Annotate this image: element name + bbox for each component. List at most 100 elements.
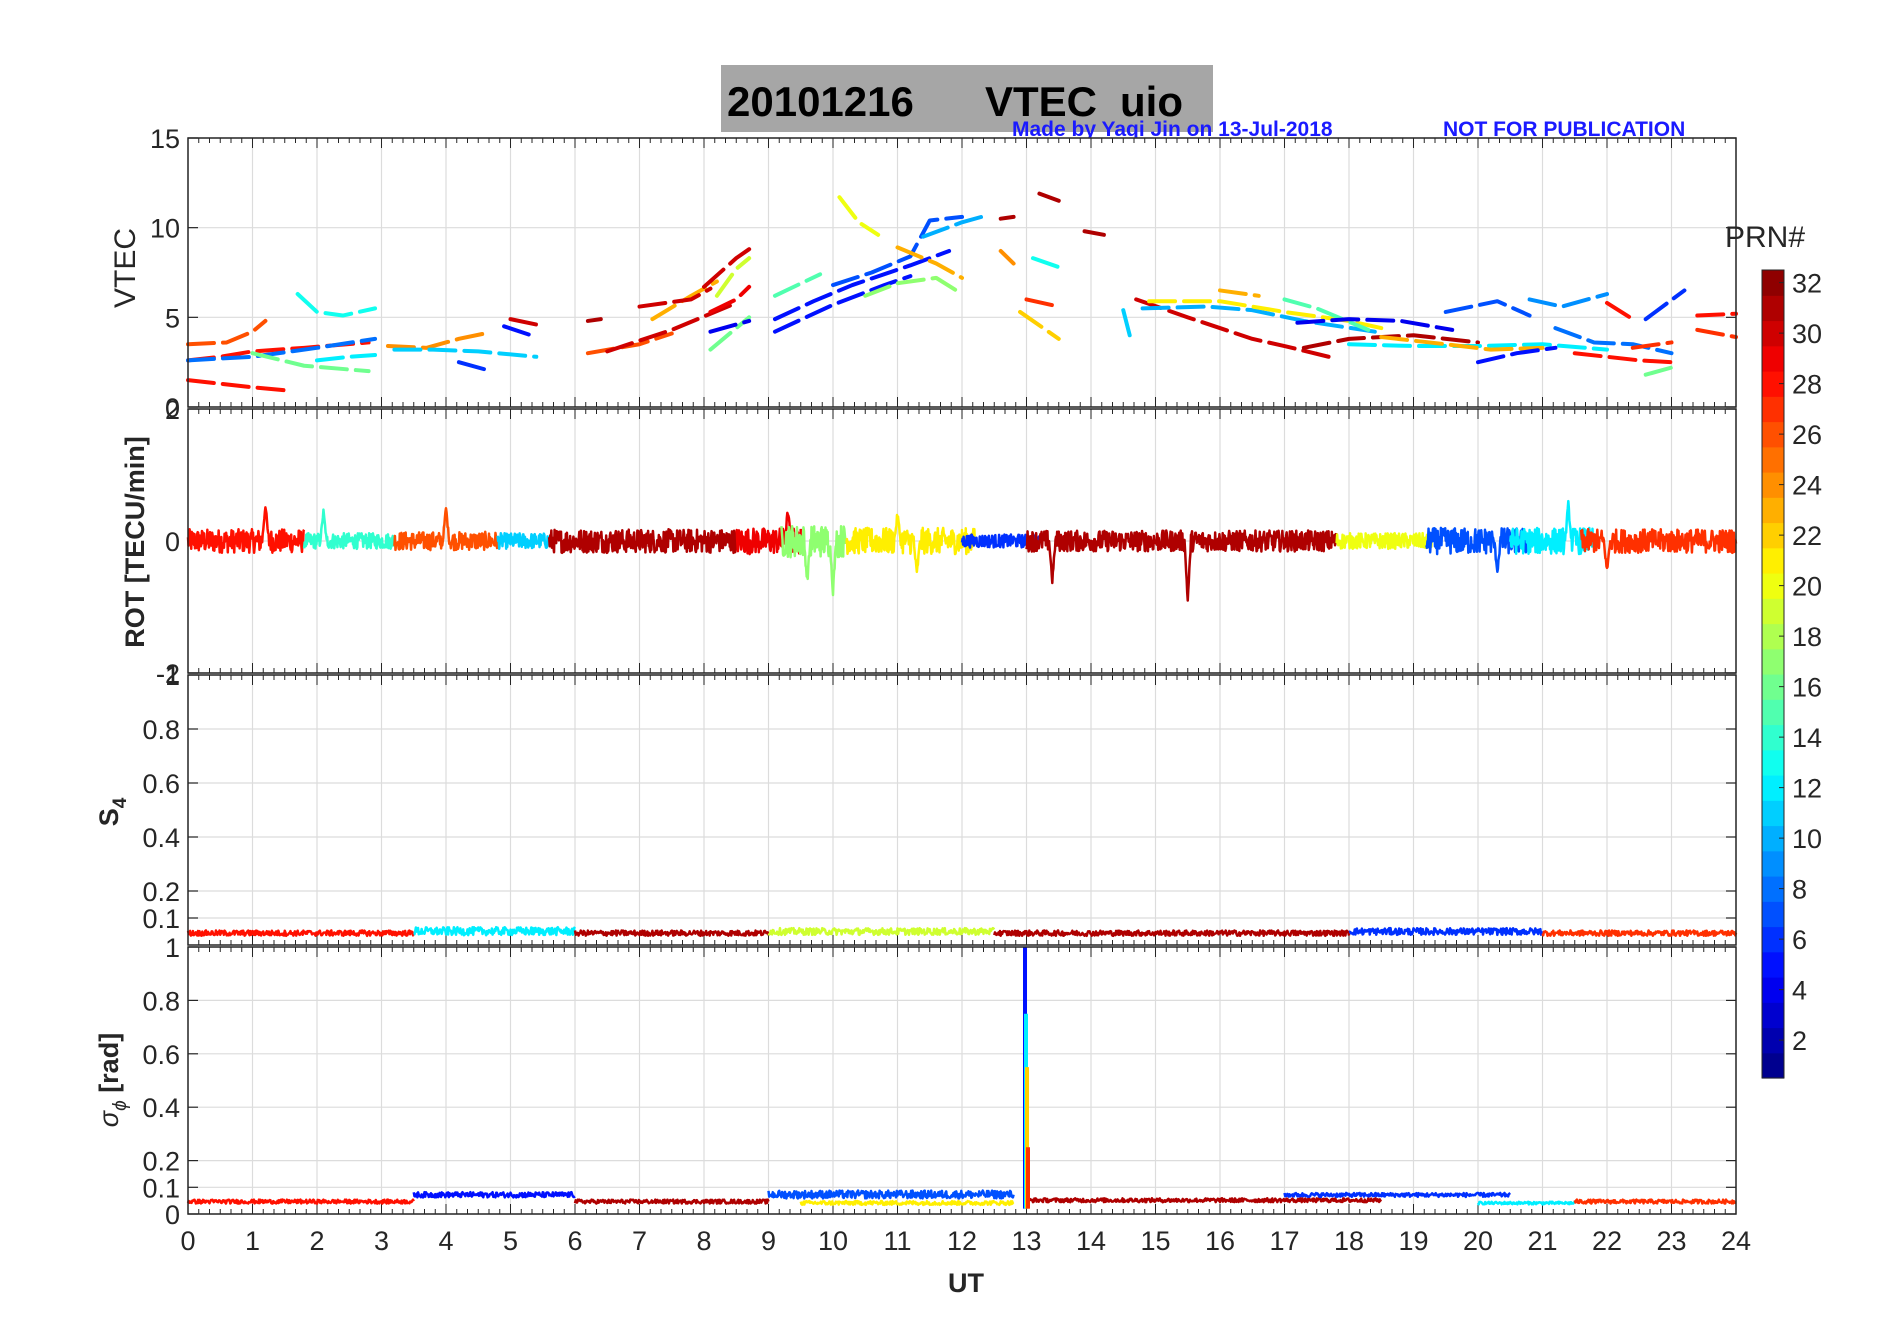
colorbar-swatch-prn-14 bbox=[1762, 724, 1784, 751]
vtec-trace-prn-22 bbox=[1018, 309, 1061, 341]
vtec-trace-prn-8 bbox=[186, 336, 378, 363]
vtec-trace-prn-28 bbox=[1605, 300, 1635, 322]
rot-trace-prn-26 bbox=[393, 506, 499, 552]
rot-trace-prn-11 bbox=[496, 531, 551, 551]
vtec-trace-prn-30 bbox=[1134, 297, 1339, 361]
colorbar-swatch-prn-9 bbox=[1762, 850, 1784, 877]
vtec-trace-prn-15 bbox=[1282, 297, 1371, 332]
vtec-trace-prn-8 bbox=[1553, 326, 1674, 356]
vtec-trace-prn-24 bbox=[998, 248, 1016, 266]
rot-trace-prn-31 bbox=[547, 527, 738, 555]
colorbar-swatch-prn-32 bbox=[1762, 270, 1784, 296]
vtec-trace-prn-12 bbox=[315, 352, 378, 363]
rot-ytick-label: -2 bbox=[156, 659, 180, 689]
x-tick-label: 1 bbox=[245, 1226, 260, 1256]
rot-frame bbox=[187, 408, 1737, 674]
vtec-trace-prn-28 bbox=[1572, 351, 1674, 365]
colorbar-swatch-prn-11 bbox=[1762, 800, 1784, 827]
x-tick-label: 7 bbox=[632, 1226, 647, 1256]
vtec-trace-prn-17 bbox=[863, 275, 964, 298]
sigphi-ytick-label: 0.2 bbox=[142, 1147, 180, 1177]
vtec-trace-prn-11 bbox=[392, 347, 539, 359]
x-tick-label: 4 bbox=[438, 1226, 453, 1256]
colorbar-swatch-prn-25 bbox=[1762, 446, 1784, 473]
colorbar-tick-label: 10 bbox=[1792, 824, 1822, 854]
vtec-frame bbox=[187, 137, 1737, 408]
sigphi-trace-prn-5 bbox=[412, 1190, 576, 1199]
colorbar-tick-label: 30 bbox=[1792, 319, 1822, 349]
colorbar-tick-label: 20 bbox=[1792, 572, 1822, 602]
s4-trace-prn-28 bbox=[186, 929, 415, 938]
s4-ytick-label: 1 bbox=[165, 661, 180, 691]
vtec-trace-prn-7 bbox=[831, 214, 964, 288]
sigphi-ylabel-sub: ϕ bbox=[110, 1100, 131, 1111]
x-tick-label: 10 bbox=[818, 1226, 848, 1256]
colorbar-swatch-prn-12 bbox=[1762, 775, 1784, 801]
rot-trace-prn-20 bbox=[1335, 531, 1434, 551]
credit-text: Made by Yaqi Jin on 13-Jul-2018 bbox=[1012, 118, 1333, 141]
colorbar-swatch-prn-6 bbox=[1762, 926, 1784, 953]
colorbar-swatch-prn-22 bbox=[1762, 522, 1784, 549]
s4-ylabel-sub: 4 bbox=[110, 797, 131, 808]
vtec-trace-prn-13 bbox=[1030, 256, 1061, 270]
vtec-panel: 0 5 10 15 bbox=[150, 124, 1738, 423]
s4-ytick-label: 0.1 bbox=[142, 904, 180, 934]
colorbar-swatch-prn-30 bbox=[1762, 320, 1784, 347]
s4-ytick-label: 0.2 bbox=[142, 877, 180, 907]
rot-trace-prn-12 bbox=[1509, 499, 1596, 556]
sigphi-ytick-label: 1 bbox=[165, 933, 180, 963]
sigphi-ytick-label: 0.4 bbox=[142, 1093, 180, 1123]
colorbar-swatch-prn-18 bbox=[1762, 623, 1784, 650]
x-tick-label: 2 bbox=[309, 1226, 324, 1256]
vtec-trace-prn-23 bbox=[1379, 335, 1545, 352]
x-tick-label: 5 bbox=[503, 1226, 518, 1256]
vtec-trace-prn-30 bbox=[508, 317, 539, 327]
vtec-trace-prn-16 bbox=[1643, 365, 1674, 377]
colorbar-tick-label: 24 bbox=[1792, 471, 1822, 501]
vtec-trace-prn-27 bbox=[1695, 327, 1738, 340]
s4-trace-prn-31 bbox=[573, 929, 770, 938]
x-tick-label: 11 bbox=[883, 1226, 911, 1256]
x-tick-label: 16 bbox=[1205, 1226, 1235, 1256]
colorbar-swatch-prn-2 bbox=[1762, 1027, 1784, 1054]
colorbar-swatch-prn-17 bbox=[1762, 648, 1784, 675]
vtec-trace-prn-10 bbox=[921, 214, 984, 239]
colorbar-swatch-prn-15 bbox=[1762, 699, 1784, 726]
vtec-ytick-label: 0 bbox=[165, 393, 180, 423]
title-station: uio bbox=[1120, 78, 1183, 125]
vtec-trace-prn-23 bbox=[1218, 288, 1261, 298]
sigphi-ytick-label: 0.6 bbox=[142, 1040, 180, 1070]
vtec-ytick-label: 15 bbox=[150, 124, 180, 154]
colorbar-swatch-prn-16 bbox=[1762, 674, 1784, 700]
vtec-trace-prn-31 bbox=[585, 317, 603, 323]
colorbar-swatch-prn-4 bbox=[1762, 977, 1784, 1003]
colorbar-swatch-prn-31 bbox=[1762, 295, 1784, 322]
sigphi-frame bbox=[187, 946, 1737, 1215]
vtec-trace-prn-9 bbox=[1527, 292, 1609, 309]
x-tick-label: 6 bbox=[567, 1226, 582, 1256]
s4-panel: 0.10.2 0.4 0.6 0.8 1 bbox=[142, 661, 1738, 946]
vtec-ylabel: VTEC bbox=[109, 228, 142, 308]
rot-ytick-label: 2 bbox=[165, 395, 180, 425]
x-tick-label: 23 bbox=[1656, 1226, 1686, 1256]
vtec-trace-prn-15 bbox=[772, 272, 823, 298]
s4-ylabel: S4 bbox=[94, 797, 131, 826]
x-tick-label: 21 bbox=[1527, 1226, 1557, 1256]
vtec-trace-prn-12 bbox=[1347, 342, 1609, 352]
rot-trace-prn-17 bbox=[780, 525, 848, 597]
sigma-phi-panel: 00.10.20.40.60.810 1 2 3 4 5 6 7 8 9 10 11 12 13 14 15 1… bbox=[142, 933, 1751, 1256]
colorbar-tick-label: 18 bbox=[1792, 622, 1822, 652]
sigphi-trace-prn-7 bbox=[767, 1189, 1015, 1200]
colorbar-swatch-prn-8 bbox=[1762, 876, 1784, 902]
colorbar-tick-label: 4 bbox=[1792, 976, 1807, 1006]
rot-trace-prn-21 bbox=[845, 513, 977, 574]
colorbar-swatch-prn-23 bbox=[1762, 497, 1784, 524]
vtec-trace-prn-4 bbox=[1295, 317, 1455, 332]
sigphi-ylabel-main: σ bbox=[94, 1109, 124, 1127]
colorbar-tick-label: 14 bbox=[1792, 723, 1822, 753]
s4-trace-prn-19 bbox=[767, 926, 996, 937]
x-tick-label: 24 bbox=[1721, 1226, 1751, 1256]
vtec-trace-prn-5 bbox=[502, 324, 539, 340]
colorbar-tick-label: 2 bbox=[1792, 1026, 1807, 1056]
